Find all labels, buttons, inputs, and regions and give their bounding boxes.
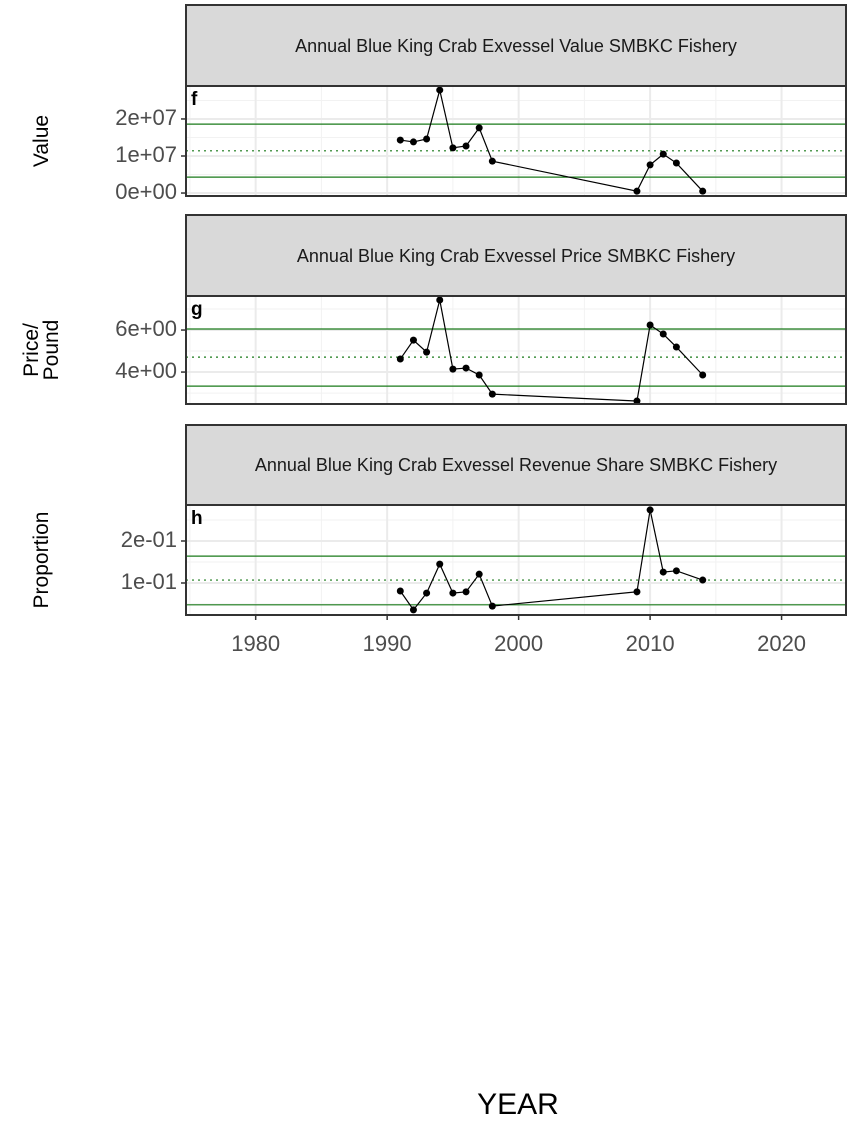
y-axis-title: Value [30,114,53,168]
x-tick-label: 2020 [757,631,806,656]
data-point [475,124,483,132]
data-point [475,371,483,379]
data-point [699,187,707,195]
data-point [396,587,404,595]
data-point [436,560,444,568]
data-point [659,568,667,576]
x-axis-title: YEAR [477,1088,559,1121]
data-point [449,144,457,152]
data-point [633,397,641,405]
data-point [396,355,404,363]
strip-background [185,214,847,297]
data-point [462,588,470,596]
panel-border [185,295,847,405]
x-tick-label: 2000 [494,631,543,656]
data-point [646,321,654,329]
panel-background [186,296,846,404]
y-axis-title: Proportion [30,511,53,609]
data-point [462,364,470,372]
panel-title-text: Annual Blue King Crab Exvessel Price SMB… [296,245,736,266]
data-point [672,567,680,575]
data-point [423,348,431,356]
y-tick-label: 2e-01 [121,527,177,552]
panel-border [185,85,847,197]
data-point [659,150,667,158]
strip-background [185,424,847,506]
data-point [449,365,457,373]
panel-label: h [191,508,203,529]
panel-title-text: Annual Blue King Crab Exvessel Revenue S… [254,455,778,475]
data-point [396,136,404,144]
data-point [423,135,431,143]
y-tick-label: 2e+07 [115,105,177,130]
data-point [699,576,707,584]
y-axis-title: Price/ Pound [20,319,63,381]
data-point [488,390,496,398]
data-point [659,330,667,338]
strip-background [185,4,847,87]
x-tick-label: 1980 [231,631,280,656]
panel-title: Annual Blue King Crab Exvessel Price SMB… [186,215,846,296]
panel-title: Annual Blue King Crab Exvessel Value SMB… [186,5,846,86]
data-point [436,296,444,304]
y-tick-label: 1e-01 [121,569,177,594]
panel-label: f [191,89,198,110]
y-tick-label: 1e+07 [115,142,177,167]
data-point [436,86,444,94]
y-tick-label: 0e+00 [115,179,177,204]
y-tick-label: 4e+00 [115,358,177,383]
panel-title: Annual Blue King Crab Exvessel Revenue S… [186,425,846,505]
data-point [633,187,641,195]
data-point [409,606,417,614]
data-point [409,336,417,344]
data-point [646,506,654,514]
panel-background [186,86,846,196]
panel-background [186,505,846,615]
x-tick-label: 1990 [363,631,412,656]
data-point [449,589,457,597]
data-point [423,589,431,597]
data-point [409,138,417,146]
data-point [633,588,641,596]
x-tick-label: 2010 [626,631,675,656]
data-point [488,602,496,610]
data-point [646,161,654,169]
data-point [672,159,680,167]
y-tick-label: 6e+00 [115,316,177,341]
panel-label: g [191,299,203,320]
data-point [488,157,496,165]
data-point [672,343,680,351]
panel-border [185,504,847,616]
data-point [699,371,707,379]
panel-title-text: Annual Blue King Crab Exvessel Value SMB… [295,35,737,56]
data-point [475,570,483,578]
data-point [462,142,470,150]
